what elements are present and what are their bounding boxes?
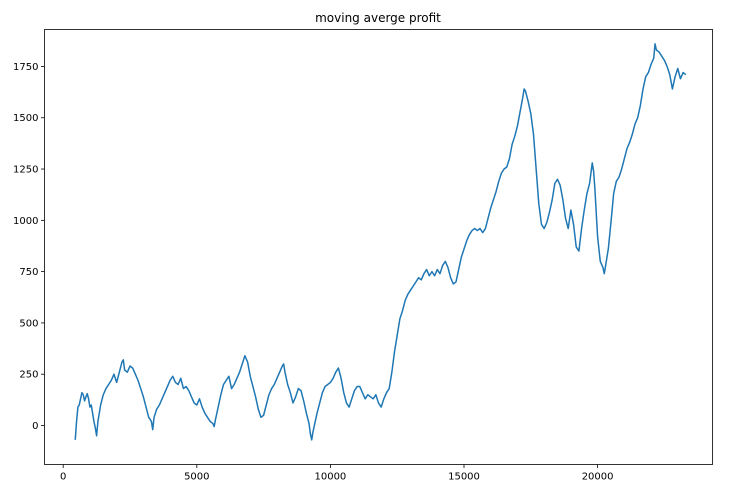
x-axis-ticks: 0 5000 10000 15000 20000 [60,464,614,483]
x-tick-label: 5000 [184,472,209,483]
chart-title: moving averge profit [315,11,441,25]
y-tick-label: 1000 [13,216,38,227]
plot-series [74,43,687,441]
x-tick-label: 0 [60,472,66,483]
y-tick-label: 1500 [13,113,38,124]
x-tick-label: 10000 [314,472,346,483]
plot-area-frame [44,29,713,465]
y-tick-label: 1750 [13,62,38,73]
y-tick-label: 250 [19,370,38,381]
y-tick-label: 500 [19,318,38,329]
x-tick-label: 20000 [582,472,614,483]
y-tick-label: 750 [19,267,38,278]
y-tick-label: 0 [32,421,38,432]
x-tick-label: 15000 [448,472,480,483]
y-tick-label: 1250 [13,165,38,176]
y-axis-ticks: 0 250 500 750 1000 1250 1500 1750 [13,62,45,432]
series-line-0 [74,43,687,441]
